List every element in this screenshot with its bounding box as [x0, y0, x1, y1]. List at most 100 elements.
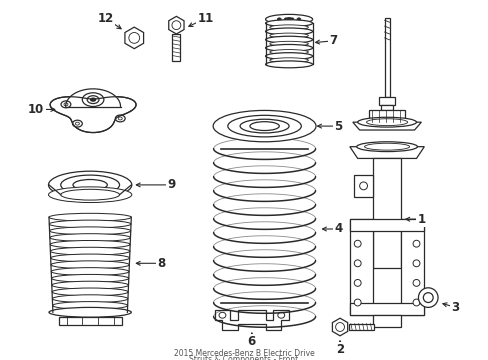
Ellipse shape	[412, 279, 419, 286]
Ellipse shape	[335, 323, 344, 332]
Bar	[348, 324, 374, 330]
Ellipse shape	[129, 32, 140, 43]
Ellipse shape	[269, 33, 308, 38]
Text: 10: 10	[28, 103, 44, 116]
Ellipse shape	[269, 58, 308, 63]
Bar	[400, 219, 424, 315]
Ellipse shape	[53, 302, 127, 310]
Text: 11: 11	[197, 12, 213, 25]
Ellipse shape	[61, 189, 119, 200]
Polygon shape	[352, 122, 421, 130]
Ellipse shape	[50, 240, 130, 248]
Ellipse shape	[366, 119, 407, 126]
Text: 3: 3	[451, 301, 459, 314]
Ellipse shape	[52, 295, 128, 303]
Ellipse shape	[353, 240, 360, 247]
Text: 2015 Mercedes-Benz B Electric Drive: 2015 Mercedes-Benz B Electric Drive	[173, 348, 314, 357]
Bar	[379, 97, 394, 104]
Ellipse shape	[51, 261, 129, 269]
Ellipse shape	[82, 93, 103, 107]
Text: 5: 5	[333, 120, 342, 132]
Bar	[349, 219, 373, 315]
Ellipse shape	[265, 14, 312, 24]
Ellipse shape	[423, 293, 432, 302]
Ellipse shape	[284, 18, 287, 21]
Ellipse shape	[277, 312, 284, 318]
Polygon shape	[124, 27, 143, 49]
Ellipse shape	[219, 312, 225, 318]
Bar	[59, 317, 121, 325]
Ellipse shape	[269, 41, 308, 46]
Ellipse shape	[49, 220, 131, 228]
Ellipse shape	[412, 260, 419, 267]
Ellipse shape	[296, 18, 300, 21]
Ellipse shape	[265, 61, 312, 68]
Ellipse shape	[265, 45, 312, 51]
Ellipse shape	[289, 18, 293, 21]
Ellipse shape	[72, 120, 82, 127]
Bar	[349, 303, 424, 315]
Ellipse shape	[49, 227, 130, 235]
Ellipse shape	[265, 20, 312, 27]
Ellipse shape	[353, 260, 360, 267]
Ellipse shape	[48, 187, 132, 203]
Ellipse shape	[172, 21, 181, 30]
Text: 12: 12	[98, 12, 114, 25]
Text: 8: 8	[157, 257, 165, 270]
Bar	[353, 175, 373, 197]
Ellipse shape	[412, 240, 419, 247]
Ellipse shape	[269, 25, 308, 30]
Ellipse shape	[49, 213, 131, 221]
Text: 9: 9	[167, 179, 175, 192]
Ellipse shape	[52, 288, 128, 296]
Ellipse shape	[51, 274, 128, 282]
Polygon shape	[50, 97, 136, 132]
Ellipse shape	[87, 96, 99, 104]
Ellipse shape	[50, 247, 130, 255]
Ellipse shape	[359, 182, 367, 190]
Ellipse shape	[51, 267, 129, 275]
Text: 7: 7	[328, 34, 337, 48]
Ellipse shape	[277, 18, 281, 21]
Polygon shape	[349, 147, 424, 158]
Bar	[369, 111, 404, 122]
Ellipse shape	[90, 98, 95, 101]
Text: Struts & Components - Front: Struts & Components - Front	[189, 355, 298, 360]
Ellipse shape	[286, 17, 291, 21]
Ellipse shape	[118, 117, 122, 120]
Ellipse shape	[249, 122, 279, 131]
Ellipse shape	[115, 115, 125, 122]
Ellipse shape	[356, 142, 417, 152]
Ellipse shape	[61, 175, 119, 195]
Ellipse shape	[418, 288, 437, 307]
Text: 1: 1	[416, 213, 425, 226]
Ellipse shape	[357, 117, 416, 127]
Bar	[381, 104, 392, 111]
Text: 2: 2	[335, 343, 344, 356]
Text: 4: 4	[333, 222, 342, 235]
Ellipse shape	[64, 103, 68, 106]
Ellipse shape	[269, 50, 308, 54]
Ellipse shape	[364, 143, 409, 150]
Polygon shape	[332, 318, 347, 336]
Ellipse shape	[265, 53, 312, 59]
Ellipse shape	[51, 254, 129, 262]
Ellipse shape	[61, 101, 71, 108]
Ellipse shape	[49, 307, 131, 317]
Ellipse shape	[73, 180, 107, 190]
Ellipse shape	[265, 28, 312, 35]
Ellipse shape	[50, 234, 130, 242]
Ellipse shape	[265, 36, 312, 43]
Ellipse shape	[75, 122, 79, 125]
Polygon shape	[168, 16, 183, 34]
Ellipse shape	[48, 171, 132, 199]
Ellipse shape	[213, 111, 315, 142]
Bar	[349, 219, 424, 231]
Bar	[373, 158, 400, 268]
Bar	[172, 34, 180, 62]
Text: 6: 6	[247, 335, 255, 348]
Bar	[384, 18, 389, 97]
Ellipse shape	[353, 279, 360, 286]
Ellipse shape	[353, 299, 360, 306]
Ellipse shape	[412, 299, 419, 306]
